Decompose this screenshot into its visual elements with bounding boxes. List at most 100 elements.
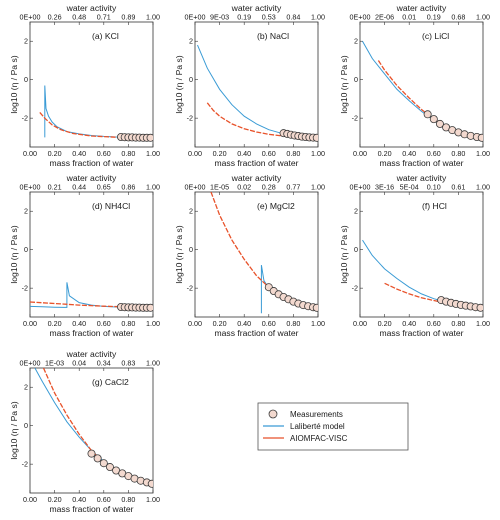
x-tick-label: 0.20 — [378, 319, 392, 328]
axes-frame — [359, 21, 484, 148]
top-tick-label: 1.00 — [311, 13, 325, 22]
x-tick-label: 0.20 — [48, 149, 62, 158]
x-tick-label: 1.00 — [311, 319, 325, 328]
panels: 0.00 0.20 0.40 0.60 0.80 1.00 0E+00 0.26 0.48 0.7… — [9, 3, 490, 514]
x-tick-label: 0.00 — [23, 149, 37, 158]
top-tick-label: 0.71 — [97, 13, 111, 22]
legend-measurement-marker — [268, 409, 278, 419]
y-tick-label: -2 — [352, 114, 358, 123]
axes-frame — [194, 21, 319, 148]
top-tick-label: 0E+00 — [350, 13, 371, 22]
top-tick-label: 1.00 — [146, 359, 160, 368]
x-tick-label: 0.40 — [237, 319, 251, 328]
plot-area — [210, 192, 318, 314]
x-tick-label: 0.00 — [23, 495, 37, 504]
panel-label: (g) CaCl2 — [92, 377, 129, 387]
x-tick-label: 0.60 — [262, 149, 276, 158]
x-axis-title: mass fraction of water — [49, 504, 133, 514]
panel-5: 0.00 0.20 0.40 0.60 0.80 1.00 0E+00 1E-05 0.02 0.… — [174, 173, 325, 338]
panel-label: (f) HCl — [422, 201, 447, 211]
x-tick-label: 0.60 — [97, 319, 111, 328]
panel-7: 0.00 0.20 0.40 0.60 0.80 1.00 0E+00 1E-03 0.04 0.… — [9, 349, 160, 514]
legend-measurements: Measurements — [290, 410, 343, 419]
x-tick-label: 0.20 — [48, 319, 62, 328]
x-tick-label: 0.00 — [353, 149, 367, 158]
plot-area — [34, 368, 153, 488]
measurement-point — [312, 133, 318, 142]
measurement-point — [146, 133, 153, 142]
top-tick-label: 0.77 — [286, 183, 300, 192]
top-tick-label: 3E-16 — [375, 183, 394, 192]
y-tick-label: 2 — [189, 37, 193, 46]
y-tick-label: 0 — [354, 245, 358, 254]
x-tick-label: 0.60 — [262, 319, 276, 328]
top-tick-label: 0E+00 — [20, 183, 41, 192]
top-tick-label: 0.10 — [427, 183, 441, 192]
top-tick-label: 1.00 — [476, 183, 490, 192]
y-tick-label: 2 — [24, 37, 28, 46]
x-tick-label: 1.00 — [476, 149, 490, 158]
top-tick-label: 0E+00 — [20, 359, 41, 368]
x-tick-label: 0.00 — [353, 319, 367, 328]
y-tick-label: -2 — [22, 114, 28, 123]
x-tick-label: 1.00 — [146, 149, 160, 158]
y-tick-label: 2 — [24, 383, 28, 392]
top-tick-label: 0.65 — [97, 183, 111, 192]
aiomfac-line — [206, 102, 318, 139]
panel-label: (d) NH4Cl — [92, 201, 130, 211]
top-tick-label: 0.84 — [286, 13, 300, 22]
aiomfac-line — [30, 301, 153, 309]
y-tick-label: 0 — [24, 75, 28, 84]
top-tick-label: 0E+00 — [20, 13, 41, 22]
measurement-point — [105, 463, 114, 472]
plot-area — [362, 40, 483, 142]
y-tick-label: 0 — [24, 245, 28, 254]
measurement-point — [99, 459, 108, 468]
x-tick-label: 0.60 — [427, 319, 441, 328]
y-tick-label: 0 — [24, 421, 28, 430]
x-axis-title: mass fraction of water — [379, 328, 463, 338]
y-tick-label: -2 — [187, 114, 193, 123]
top-tick-label: 0.44 — [72, 183, 86, 192]
x-tick-label: 1.00 — [146, 495, 160, 504]
measurement-point — [435, 119, 444, 128]
axes-frame — [29, 191, 154, 318]
top-tick-label: 5E-04 — [400, 183, 419, 192]
x-tick-label: 0.80 — [121, 319, 135, 328]
y-axis-title: log10 (η / Pa s) — [9, 401, 19, 459]
top-tick-label: 0.53 — [262, 13, 276, 22]
top-tick-label: 1.00 — [311, 183, 325, 192]
x-tick-label: 0.80 — [451, 319, 465, 328]
x-tick-label: 0.20 — [378, 149, 392, 158]
x-tick-label: 0.80 — [451, 149, 465, 158]
panel-label: (e) MgCl2 — [257, 201, 295, 211]
x-tick-label: 0.00 — [188, 149, 202, 158]
panel-2: 0.00 0.20 0.40 0.60 0.80 1.00 0E+00 9E-03 0.19 0.… — [174, 3, 325, 168]
top-axis-title: water activity — [396, 173, 447, 183]
top-tick-label: 0.19 — [237, 13, 251, 22]
laliberte-line — [197, 44, 318, 139]
x-tick-label: 1.00 — [311, 149, 325, 158]
panel-label: (c) LiCl — [422, 31, 449, 41]
y-axis-title: log10 (η / Pa s) — [9, 225, 19, 283]
top-tick-label: 0.86 — [121, 183, 135, 192]
measurement-point — [477, 133, 483, 142]
top-tick-label: 0.02 — [237, 183, 251, 192]
top-tick-label: 1.00 — [476, 13, 490, 22]
panel-3: 0.00 0.20 0.40 0.60 0.80 1.00 0E+00 2E-06 0.01 0.… — [339, 3, 490, 168]
top-axis-title: water activity — [231, 3, 282, 13]
x-tick-label: 1.00 — [146, 319, 160, 328]
panel-label: (a) KCl — [92, 31, 119, 41]
top-tick-label: 0.21 — [48, 183, 62, 192]
y-axis-title: log10 (η / Pa s) — [9, 55, 19, 113]
top-tick-label: 0.04 — [72, 359, 86, 368]
y-tick-label: 2 — [354, 37, 358, 46]
top-tick-label: 2E-06 — [375, 13, 394, 22]
y-tick-label: 0 — [354, 75, 358, 84]
top-tick-label: 1.00 — [146, 183, 160, 192]
top-axis-title: water activity — [231, 173, 282, 183]
top-tick-label: 1E-05 — [210, 183, 229, 192]
x-tick-label: 0.40 — [237, 149, 251, 158]
top-tick-label: 0E+00 — [185, 183, 206, 192]
